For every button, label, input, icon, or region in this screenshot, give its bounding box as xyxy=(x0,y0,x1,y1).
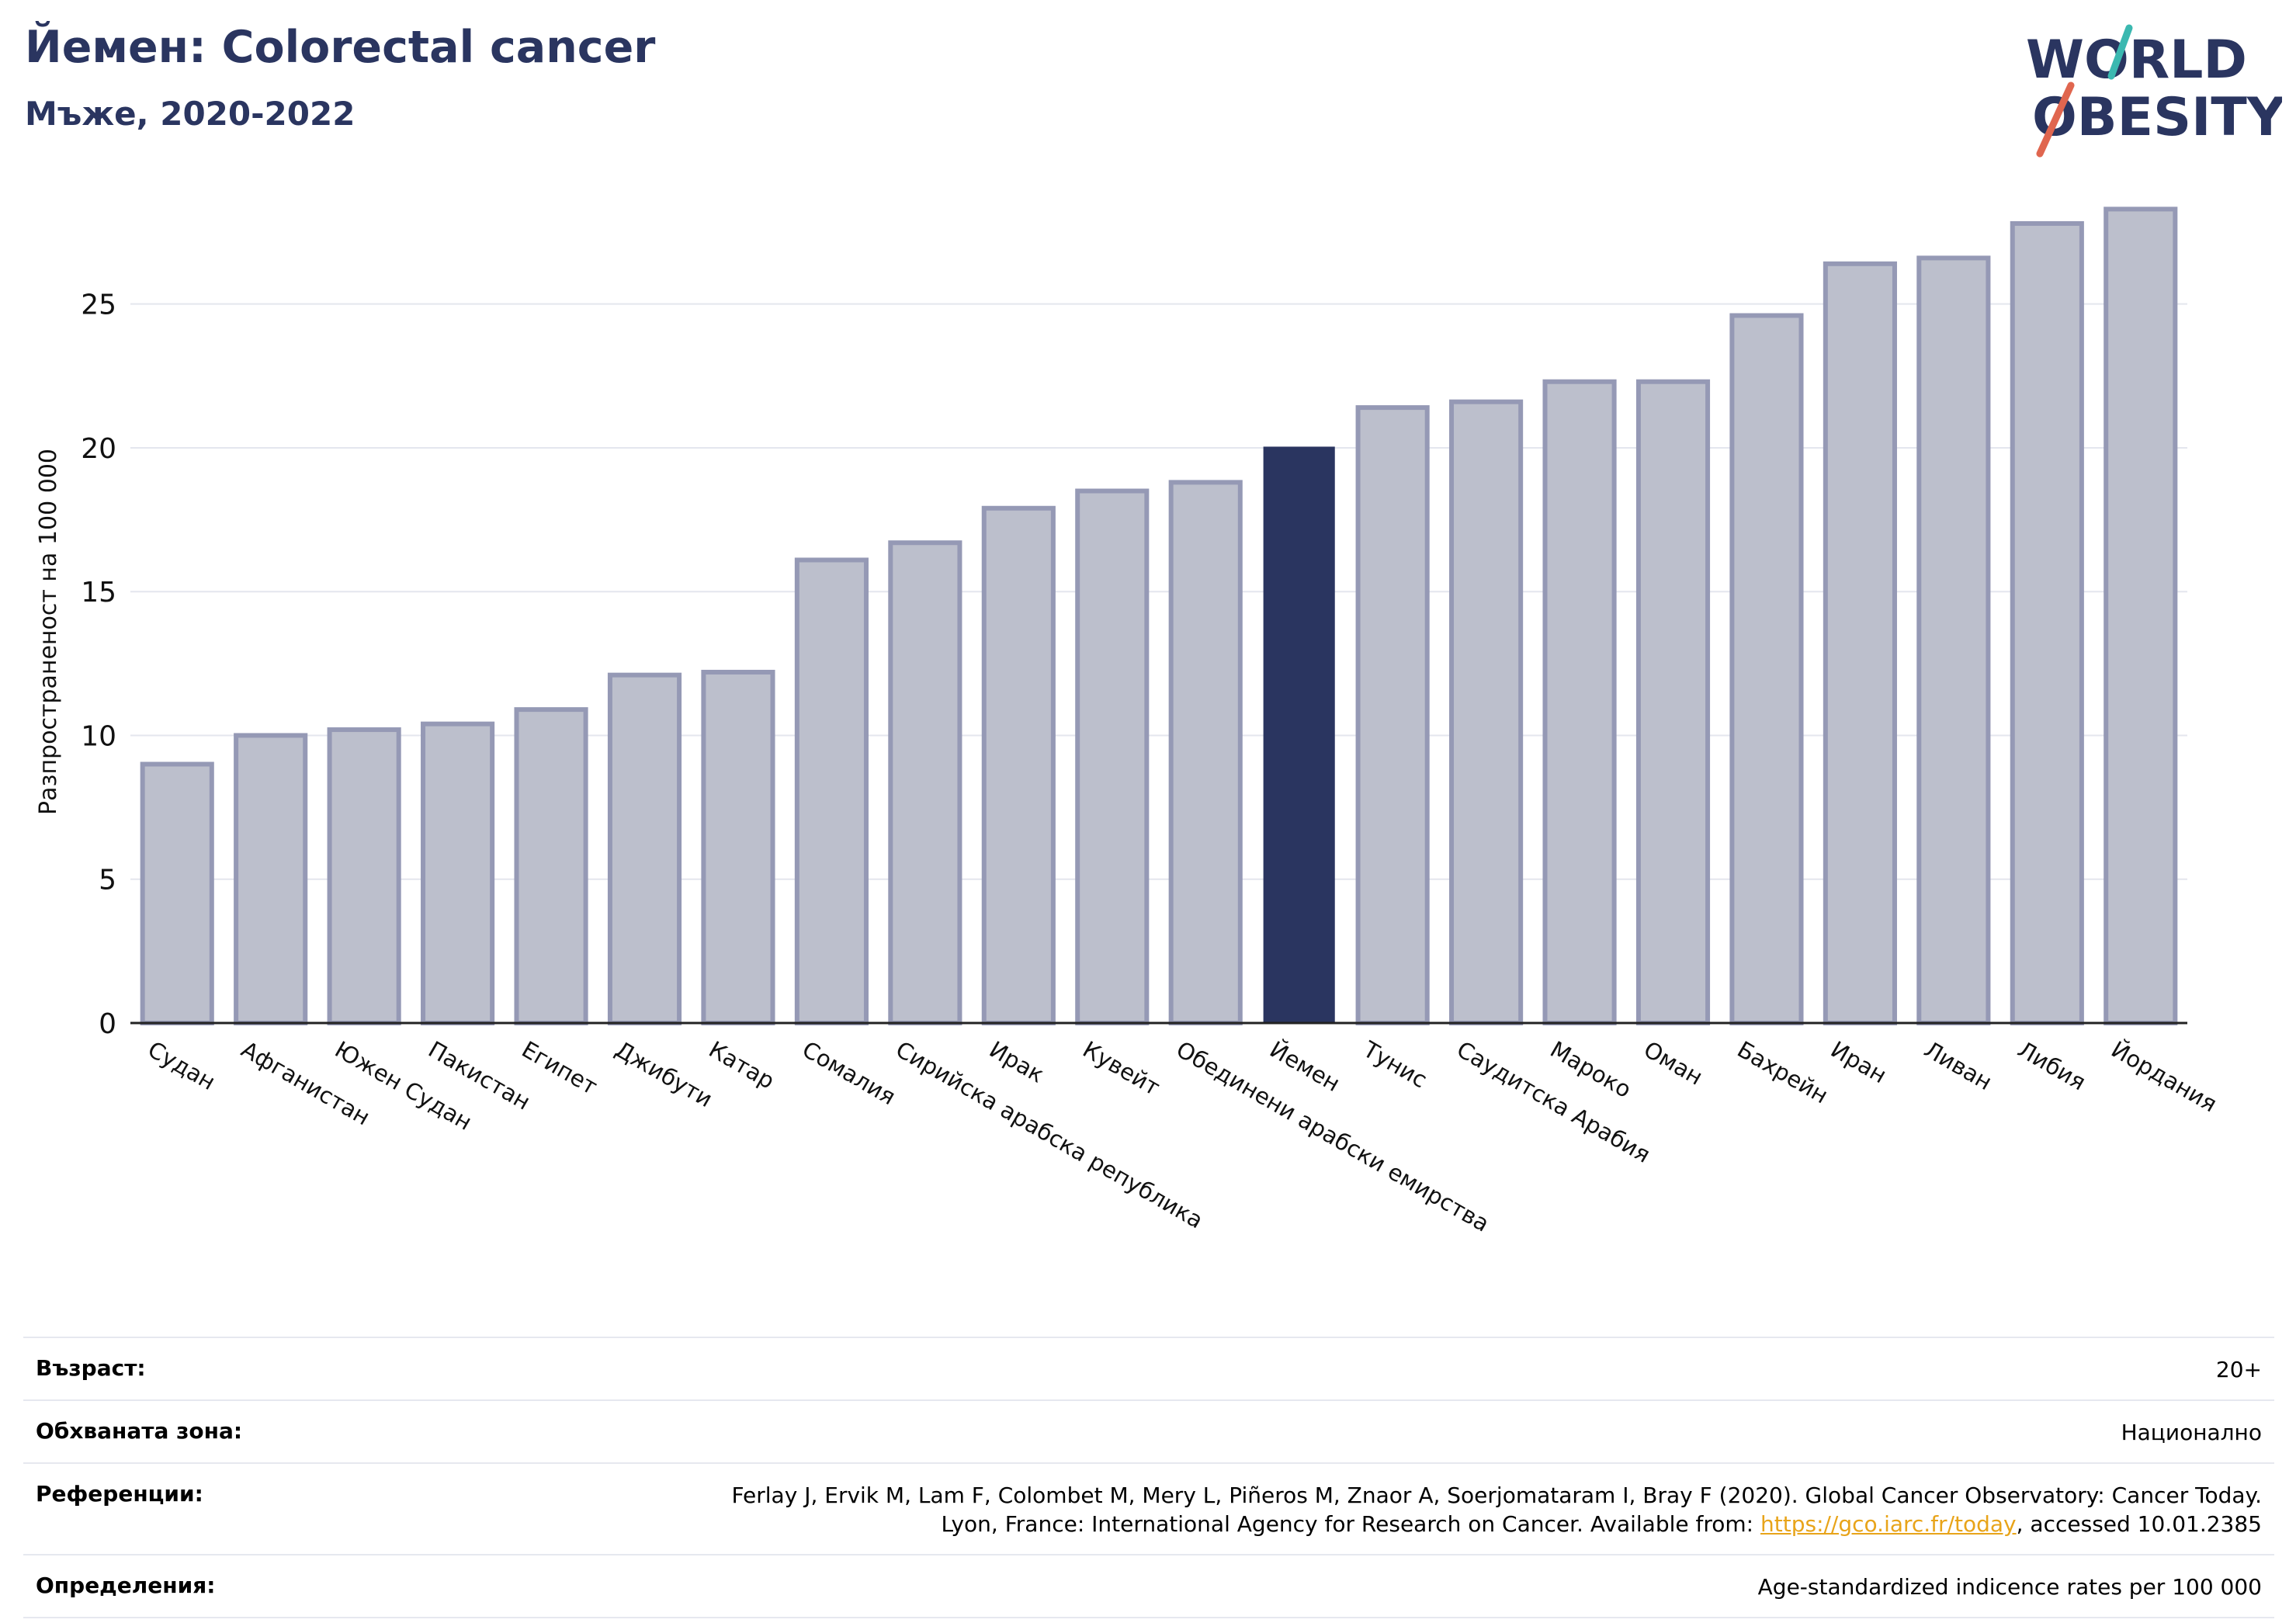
bar xyxy=(1168,480,1243,1025)
y-tick-label: 20 xyxy=(81,433,116,465)
bar xyxy=(607,672,682,1025)
world-obesity-logo: WORLD OBESITY xyxy=(2026,24,2282,158)
x-tick-label: Кувейт xyxy=(1078,1036,1164,1101)
y-tick-label: 5 xyxy=(99,865,116,896)
bar xyxy=(1355,405,1430,1025)
bar xyxy=(1449,399,1524,1025)
y-axis-label: Разпространеност на 100 000 xyxy=(35,449,62,815)
x-tick-label: Катар xyxy=(704,1036,779,1094)
logo-line1: WORLD xyxy=(2026,29,2247,91)
coverage-label: Обхваната зона: xyxy=(36,1418,243,1444)
coverage-value: Национално xyxy=(2121,1420,2262,1445)
bar xyxy=(421,721,495,1026)
x-tick-label: Иран xyxy=(1826,1036,1892,1089)
y-axis-ticks: 0 5 10 15 20 25 xyxy=(81,290,116,1040)
y-tick-label: 10 xyxy=(81,720,116,752)
definitions-value: Age-standardized indicence rates per 100… xyxy=(1757,1574,2262,1600)
bar xyxy=(1542,379,1617,1025)
x-tick-label: Йемен xyxy=(1265,1036,1344,1098)
bar-highlight xyxy=(1263,446,1335,1025)
bar xyxy=(1729,313,1804,1025)
bar xyxy=(981,505,1056,1025)
bar xyxy=(794,557,869,1025)
x-tick-label: Джибути xyxy=(611,1036,717,1113)
age-label: Възраст: xyxy=(36,1355,146,1381)
bars xyxy=(140,206,2178,1026)
references-link[interactable]: https://gco.iarc.fr/today xyxy=(1760,1511,2017,1537)
references-line2-pre: Lyon, France: International Agency for R… xyxy=(941,1511,1760,1537)
y-tick-label: 25 xyxy=(81,290,116,321)
references-line1: Ferlay J, Ervik M, Lam F, Colombet M, Me… xyxy=(731,1483,2262,1508)
x-tick-label: Сомалия xyxy=(798,1036,900,1111)
age-value: 20+ xyxy=(2215,1357,2262,1382)
x-tick-label: Оман xyxy=(1639,1036,1708,1091)
bar xyxy=(1635,379,1711,1025)
bar xyxy=(327,727,401,1025)
x-tick-label: Сирийска арабска република xyxy=(891,1036,1207,1234)
bar xyxy=(888,540,962,1025)
references-value: Ferlay J, Ervik M, Lam F, Colombet M, Me… xyxy=(731,1481,2262,1538)
y-tick-label: 15 xyxy=(81,577,116,609)
info-table: Възраст: 20+ Обхваната зона: Национално … xyxy=(23,1337,2274,1618)
x-tick-label: Обединени арабски емирства xyxy=(1172,1036,1494,1237)
x-tick-label: Бахрейн xyxy=(1732,1036,1833,1109)
references-label: Референции: xyxy=(36,1481,203,1507)
x-tick-label: Либия xyxy=(2013,1036,2090,1096)
x-tick-label: Ливан xyxy=(1920,1036,1996,1096)
bar xyxy=(1075,488,1150,1025)
bar xyxy=(140,761,214,1025)
logo-line2: OBESITY xyxy=(2032,87,2282,148)
info-row-definitions: Определения: Age-standardized indicence … xyxy=(23,1554,2274,1618)
page-title: Йемен: Colorectal cancer xyxy=(25,22,656,73)
bar xyxy=(2104,206,2178,1025)
definitions-label: Определения: xyxy=(36,1573,216,1598)
bar xyxy=(1823,261,1897,1025)
bar xyxy=(1916,255,1991,1025)
x-tick-label: Тунис xyxy=(1358,1035,1432,1093)
references-line2-post: , accessed 10.01.2385 xyxy=(2016,1511,2262,1537)
bar xyxy=(2010,220,2084,1025)
x-tick-label: Ирак xyxy=(985,1036,1049,1088)
x-tick-label: Йордания xyxy=(2107,1036,2221,1118)
y-tick-label: 0 xyxy=(99,1008,116,1040)
info-row-coverage: Обхваната зона: Национално xyxy=(23,1399,2274,1462)
info-row-references: Референции: Ferlay J, Ervik M, Lam F, Co… xyxy=(23,1462,2274,1554)
bar xyxy=(234,733,308,1025)
info-row-age: Възраст: 20+ xyxy=(23,1337,2274,1399)
x-tick-label: Судан xyxy=(144,1036,220,1096)
bar xyxy=(701,669,775,1025)
page-subtitle: Мъже, 2020-2022 xyxy=(25,95,355,133)
bar xyxy=(514,707,588,1026)
